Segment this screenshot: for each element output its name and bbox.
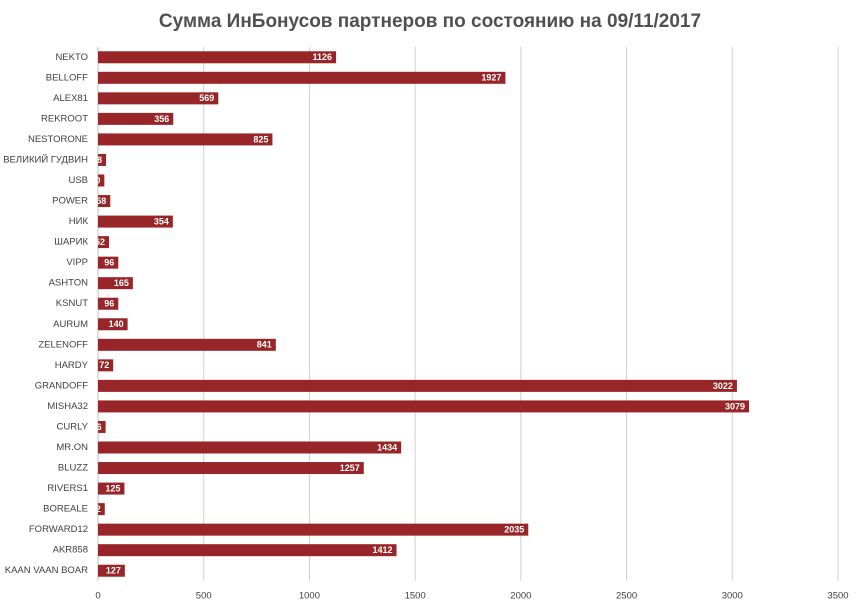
y-tick-label: REKROOT — [41, 113, 88, 124]
value-label: 96 — [104, 299, 114, 309]
bar — [98, 133, 273, 146]
bar — [98, 112, 174, 125]
y-tick-label: CURLY — [57, 421, 89, 432]
value-label: 1927 — [481, 73, 501, 83]
y-tick-label: VIPP — [66, 257, 88, 268]
value-label: 841 — [257, 340, 272, 350]
chart-title: Сумма ИнБонусов партнеров по состоянию н… — [159, 11, 701, 32]
x-tick-label: 1500 — [405, 591, 426, 602]
x-tick-label: 500 — [196, 591, 212, 602]
y-tick-label: НИК — [69, 216, 89, 227]
value-label: 36 — [92, 422, 102, 432]
bar — [98, 359, 114, 372]
value-label: 72 — [99, 360, 109, 370]
value-label: 32 — [91, 504, 101, 514]
y-tick-label: ШАРИК — [54, 237, 88, 248]
value-label: 38 — [92, 155, 102, 165]
value-label: 825 — [253, 134, 268, 144]
y-tick-label: HARDY — [55, 360, 89, 371]
y-tick-label: USB — [68, 175, 88, 186]
bar — [98, 277, 133, 290]
y-tick-label: KAAN VAAN BOAR — [5, 565, 88, 576]
value-label: 96 — [104, 258, 114, 268]
value-label: 2035 — [504, 525, 524, 535]
y-tick-label: ALEX81 — [53, 93, 88, 104]
bar — [98, 482, 125, 495]
value-label: 3022 — [713, 381, 733, 391]
bar — [98, 400, 749, 413]
bar — [98, 564, 125, 577]
bar — [98, 318, 128, 331]
y-tick-label: ВЕЛИКИЙ ГУДВИН — [3, 153, 88, 165]
y-tick-label: BLUZZ — [58, 463, 88, 474]
bar — [98, 503, 105, 516]
bar — [98, 71, 506, 84]
bar — [98, 441, 402, 454]
value-label: 569 — [199, 93, 214, 103]
value-label: 354 — [154, 216, 169, 226]
value-label: 140 — [109, 319, 124, 329]
y-tick-label: POWER — [52, 196, 88, 207]
bar — [98, 51, 337, 64]
bar — [98, 420, 106, 433]
value-label: 127 — [106, 566, 121, 576]
bar — [98, 174, 105, 187]
x-tick-label: 2500 — [616, 591, 637, 602]
y-tick-label: NESTORONE — [28, 134, 88, 145]
bar — [98, 338, 276, 351]
value-label: 125 — [105, 483, 120, 493]
x-tick-label: 3500 — [827, 591, 848, 602]
value-label: 30 — [90, 175, 100, 185]
x-tick-label: 0 — [95, 591, 100, 602]
bar — [98, 215, 173, 228]
value-label: 3079 — [725, 401, 745, 411]
y-tick-label: KSNUT — [56, 298, 88, 309]
bar — [98, 523, 529, 536]
bar — [98, 92, 219, 105]
bar — [98, 379, 737, 392]
y-tick-label: BOREALE — [43, 504, 88, 515]
value-label: 1434 — [377, 442, 397, 452]
y-tick-label: ASHTON — [49, 278, 89, 289]
y-tick-label: ZELENOFF — [38, 339, 88, 350]
value-label: 52 — [95, 237, 105, 247]
value-label: 165 — [114, 278, 129, 288]
y-tick-label: BELLOFF — [46, 72, 88, 83]
x-tick-label: 1000 — [299, 591, 320, 602]
bar — [98, 462, 364, 475]
y-tick-label: NEKTO — [55, 52, 88, 63]
value-label: 1257 — [340, 463, 360, 473]
y-tick-label: AURUM — [53, 319, 88, 330]
bar — [98, 544, 397, 557]
bar — [98, 153, 107, 166]
y-tick-label: FORWARD12 — [29, 524, 88, 535]
y-tick-label: MR.ON — [56, 442, 88, 453]
value-label: 1126 — [313, 52, 333, 62]
y-tick-label: RIVERS1 — [47, 483, 88, 494]
value-label: 58 — [96, 196, 106, 206]
y-tick-label: MISHA32 — [47, 401, 88, 412]
bar — [98, 297, 119, 310]
bar — [98, 195, 111, 208]
x-tick-label: 2000 — [510, 591, 531, 602]
value-label: 356 — [154, 114, 169, 124]
bar — [98, 236, 109, 249]
x-tick-label: 3000 — [722, 591, 743, 602]
bar — [98, 256, 119, 269]
y-tick-label: AKR858 — [53, 545, 88, 556]
value-label: 1412 — [373, 545, 393, 555]
y-tick-label: GRANDOFF — [35, 380, 89, 391]
